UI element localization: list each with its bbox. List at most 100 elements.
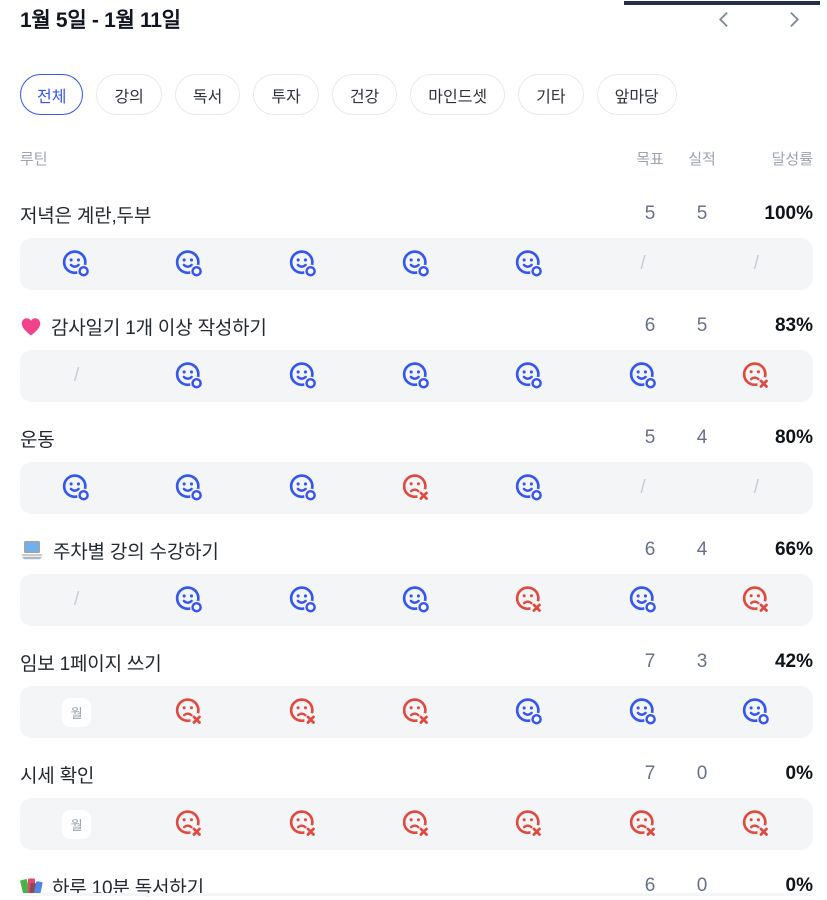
week-day-strip: / <box>20 574 813 626</box>
day-cell-fail[interactable] <box>473 574 586 626</box>
goal-value: 6 <box>644 539 656 560</box>
sad-face-x-icon <box>512 807 547 842</box>
sad-face-x-icon <box>399 471 434 506</box>
next-week-button[interactable] <box>784 10 803 29</box>
day-cell-fail[interactable] <box>247 686 360 738</box>
day-cell-fail[interactable] <box>700 350 813 402</box>
filter-chip-8[interactable]: 앞마당 <box>596 74 677 115</box>
day-cell-fail[interactable] <box>247 798 360 850</box>
filter-chip-label: 전체 <box>37 88 67 106</box>
day-cell-fail[interactable] <box>360 686 473 738</box>
day-cell-success[interactable] <box>360 574 473 626</box>
day-cell-success[interactable] <box>360 350 473 402</box>
day-cell-success[interactable] <box>473 462 586 514</box>
books-icon <box>20 875 43 898</box>
day-cell-mon[interactable]: 월 <box>20 798 133 850</box>
achievement-rate: 0% <box>785 875 813 896</box>
day-cell-fail[interactable] <box>700 798 813 850</box>
goal-value: 5 <box>644 427 656 448</box>
day-cell-success[interactable] <box>133 462 246 514</box>
routine-name: 저녁은 계란,두부 <box>20 201 627 228</box>
day-cell-success[interactable] <box>20 462 133 514</box>
day-cell-fail[interactable] <box>473 798 586 850</box>
filter-chip-5[interactable]: 건강 <box>331 74 398 115</box>
day-cell-rest[interactable]: / <box>586 462 699 514</box>
prev-week-button[interactable] <box>715 10 734 29</box>
day-cell-rest[interactable]: / <box>700 238 813 290</box>
filter-chip-2[interactable]: 강의 <box>96 74 162 115</box>
day-cell-rest[interactable]: / <box>586 238 699 290</box>
day-cell-fail[interactable] <box>133 686 246 738</box>
day-cell-success[interactable] <box>473 238 586 290</box>
rest-day-slash: / <box>753 477 759 498</box>
column-header-goal: 목표 <box>636 151 664 168</box>
next-row-strip-cutoff <box>20 893 812 896</box>
day-cell-fail[interactable] <box>700 574 813 626</box>
column-header-routine: 루틴 <box>20 151 48 168</box>
day-cell-success[interactable] <box>247 238 360 290</box>
happy-face-badge-icon <box>512 471 547 506</box>
day-cell-success[interactable] <box>586 574 699 626</box>
happy-face-badge-icon <box>286 247 321 282</box>
happy-face-badge-icon <box>399 247 434 282</box>
day-cell-success[interactable] <box>473 686 586 738</box>
achievement-rate: 42% <box>774 651 813 672</box>
day-cell-fail[interactable] <box>360 798 473 850</box>
day-cell-mon[interactable]: 월 <box>20 686 133 738</box>
goal-value: 6 <box>644 875 656 896</box>
day-cell-success[interactable] <box>133 574 246 626</box>
day-cell-success[interactable] <box>360 238 473 290</box>
routine-name: 감사일기 1개 이상 작성하기 <box>20 313 627 340</box>
filter-chip-6[interactable]: 마인드셋 <box>410 74 506 115</box>
day-cell-success[interactable] <box>247 574 360 626</box>
achievement-rate: 83% <box>774 315 813 336</box>
filter-chip-7[interactable]: 기타 <box>518 74 584 115</box>
day-cell-success[interactable] <box>20 238 133 290</box>
happy-face-badge-icon <box>626 695 661 730</box>
filter-chip-4[interactable]: 투자 <box>253 74 319 115</box>
day-cell-rest[interactable]: / <box>20 574 133 626</box>
week-day-strip: / <box>20 350 813 402</box>
happy-face-badge-icon <box>172 359 207 394</box>
routine-name-text: 임보 1페이지 쓰기 <box>20 653 162 675</box>
day-cell-fail[interactable] <box>133 798 246 850</box>
overlay-cutoff-edge <box>624 1 820 5</box>
day-cell-fail[interactable] <box>586 798 699 850</box>
column-header-rate: 달성률 <box>771 151 813 168</box>
routine-row: 저녁은 계란,두부 5 5 100% / / <box>20 200 813 290</box>
day-cell-fail[interactable] <box>360 462 473 514</box>
day-cell-success[interactable] <box>247 462 360 514</box>
filter-chip-label: 독서 <box>192 88 223 106</box>
chevron-right-icon <box>784 12 803 32</box>
rest-day-slash: / <box>640 253 646 274</box>
header: 1월 5일 - 1월 11일 <box>20 0 813 34</box>
happy-face-badge-icon <box>512 359 547 394</box>
routine-row: 주차별 강의 수강하기 6 4 66% / <box>20 536 813 626</box>
routine-row: 운동 5 4 80% / / <box>20 424 813 514</box>
happy-face-badge-icon <box>399 583 434 618</box>
day-cell-rest[interactable]: / <box>700 462 813 514</box>
sad-face-x-icon <box>739 807 774 842</box>
happy-face-badge-icon <box>59 471 94 506</box>
day-cell-success[interactable] <box>473 350 586 402</box>
chevron-left-icon <box>715 12 734 32</box>
day-cell-success[interactable] <box>586 686 699 738</box>
laptop-icon <box>20 539 44 561</box>
filter-chip-1[interactable]: 전체 <box>20 74 84 115</box>
day-cell-success[interactable] <box>586 350 699 402</box>
achievement-rate: 100% <box>764 203 813 224</box>
rest-day-slash: / <box>753 253 759 274</box>
routine-list: 저녁은 계란,두부 5 5 100% / / 감사일기 1 <box>20 200 813 900</box>
day-cell-success[interactable] <box>133 350 246 402</box>
routine-title-line: 저녁은 계란,두부 5 5 100% <box>20 200 813 228</box>
achievement-rate: 0% <box>785 763 813 784</box>
actual-value: 4 <box>696 539 708 560</box>
day-cell-success[interactable] <box>700 686 813 738</box>
happy-face-badge-icon <box>286 583 321 618</box>
day-cell-rest[interactable]: / <box>20 350 133 402</box>
day-cell-success[interactable] <box>247 350 360 402</box>
sad-face-x-icon <box>399 807 434 842</box>
category-filter-bar: 전체 강의 독서 투자 건강 마인드셋 기타 앞마당 <box>20 74 813 115</box>
day-cell-success[interactable] <box>133 238 246 290</box>
filter-chip-3[interactable]: 독서 <box>174 74 241 115</box>
